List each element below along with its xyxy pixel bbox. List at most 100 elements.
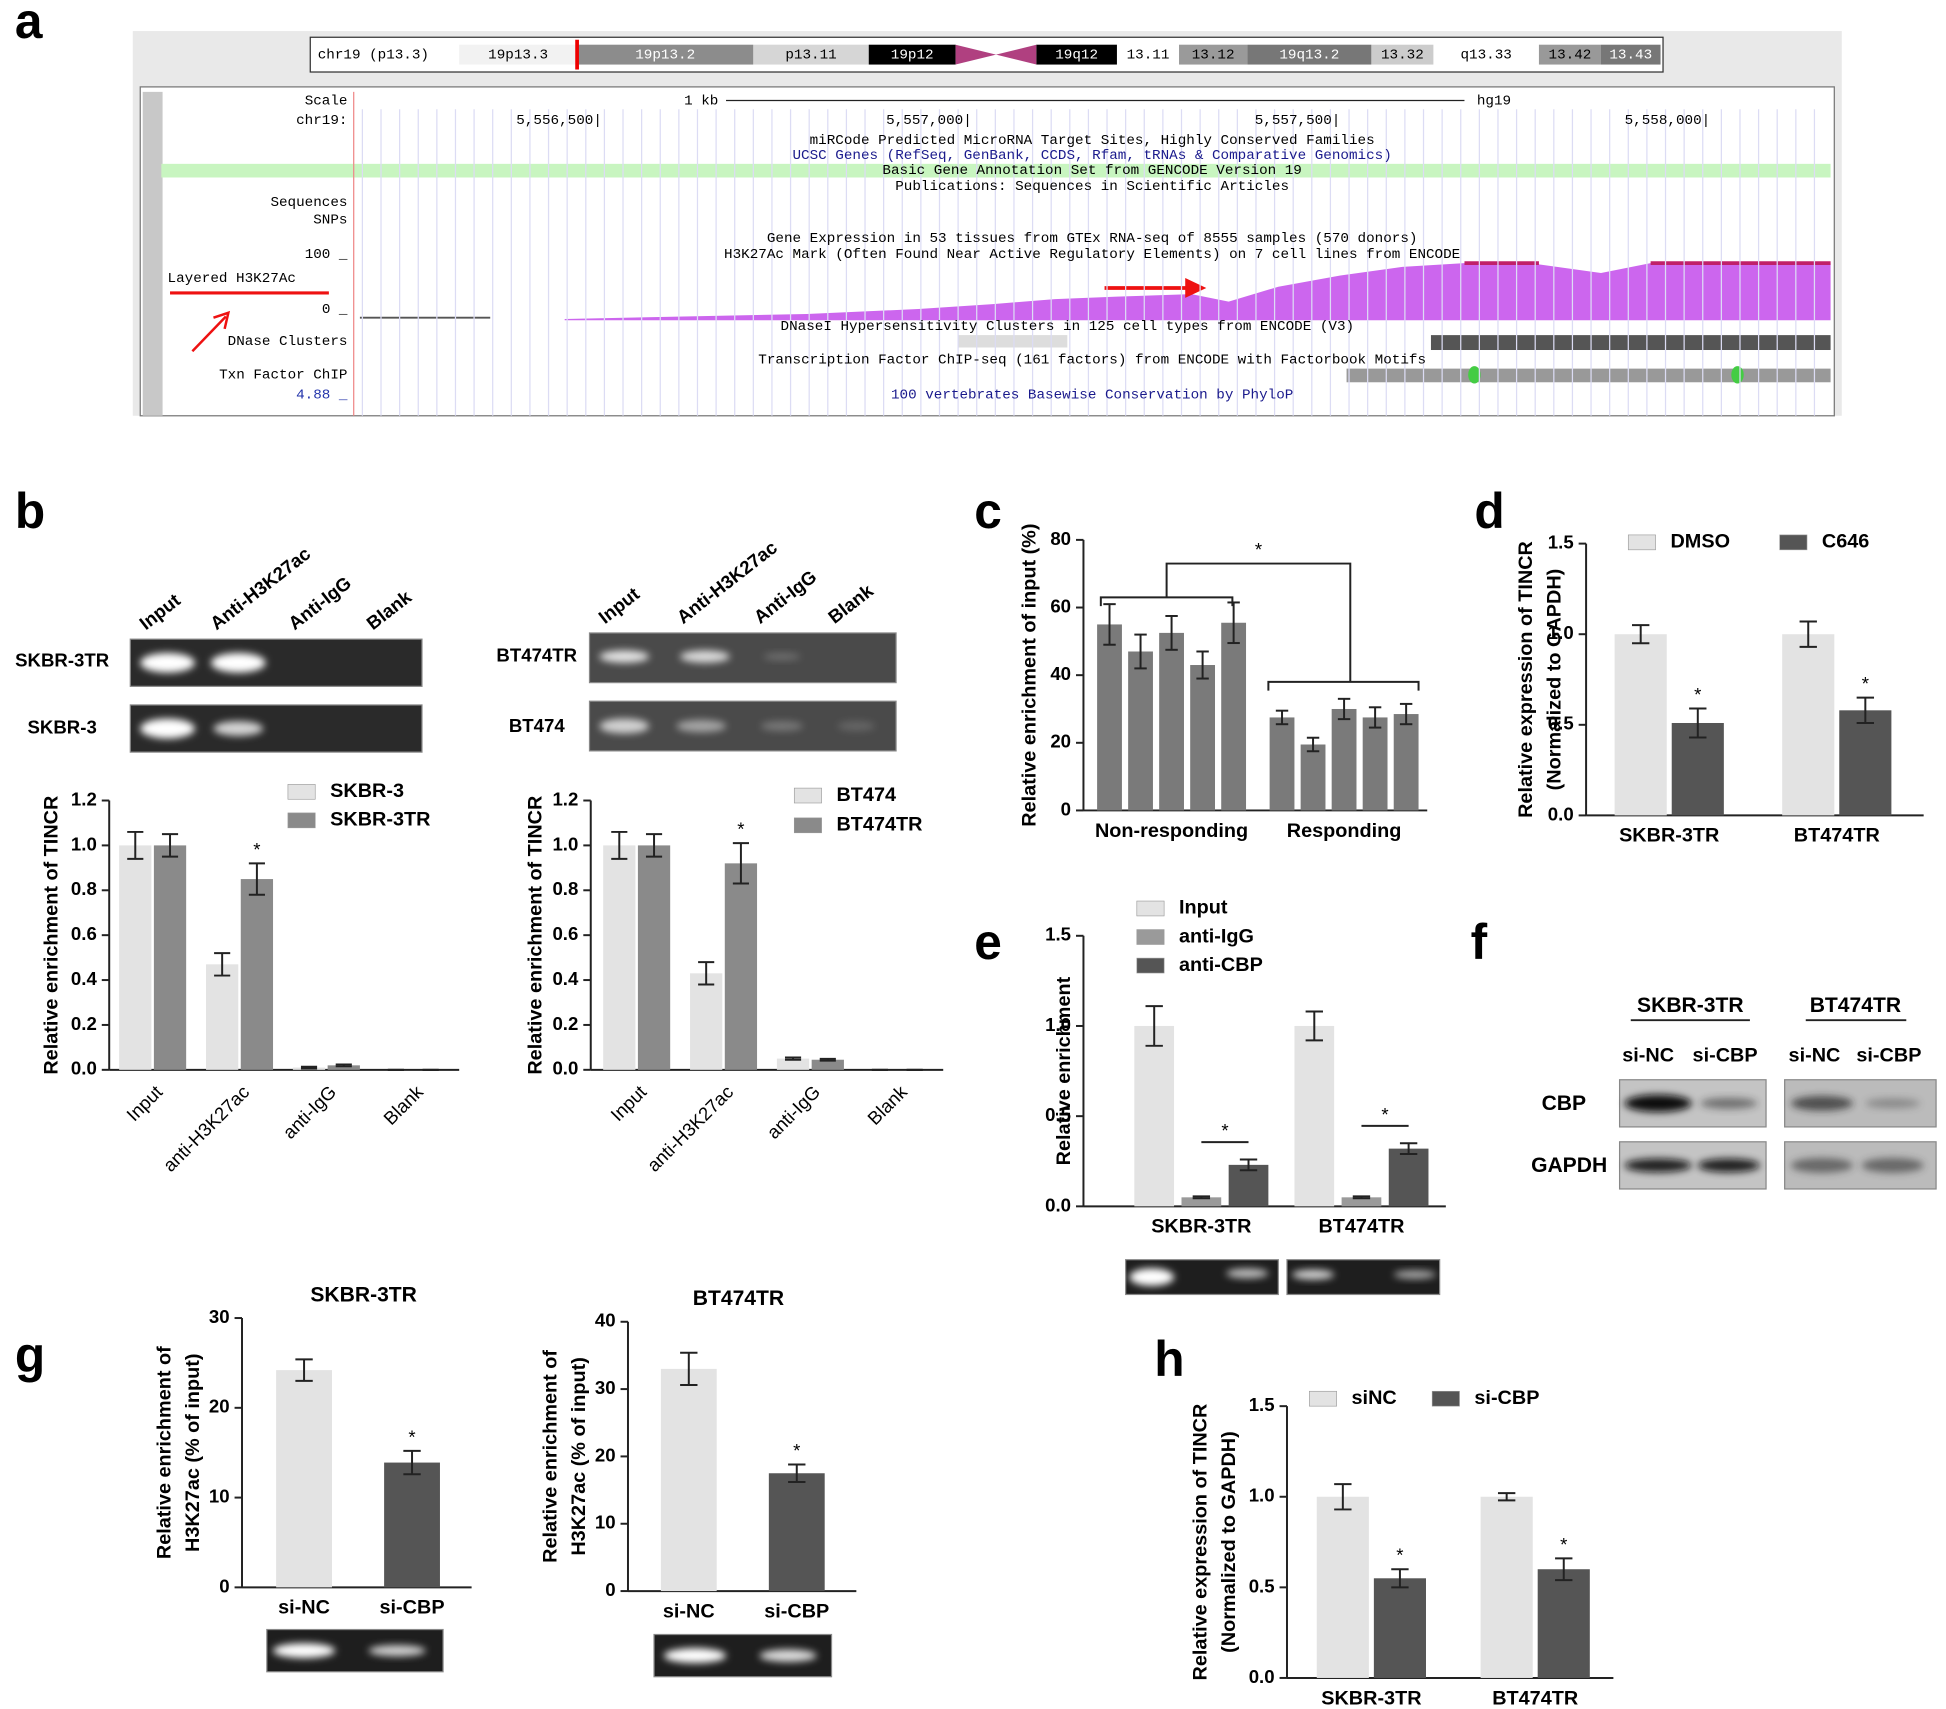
ideogram-band-label: 19p12 xyxy=(891,47,934,63)
significance-mark: * xyxy=(793,1440,800,1461)
legend-label: SKBR-3TR xyxy=(330,809,430,831)
y-tick-label: 0 xyxy=(605,1579,615,1600)
y-axis-label: H3K27ac (% of input) xyxy=(182,1353,204,1551)
lane-label: Input xyxy=(135,589,184,634)
chart-title: BT474TR xyxy=(693,1287,784,1310)
chart-title: SKBR-3TR xyxy=(310,1283,417,1306)
x-tick-label: anti-H3K27ac xyxy=(159,1081,254,1176)
track-label: Layered H3K27Ac xyxy=(168,271,296,287)
bar xyxy=(1362,717,1388,811)
y-tick-label: 0.8 xyxy=(552,878,578,899)
gel-band xyxy=(1697,1158,1760,1173)
legend-label: anti-IgG xyxy=(1179,925,1254,947)
bar xyxy=(1134,1025,1175,1207)
y-axis-label: Relative expression of TINCR xyxy=(1515,541,1537,818)
legend-swatch xyxy=(793,817,822,834)
track-label: Scale xyxy=(305,93,348,109)
bar xyxy=(811,1059,844,1070)
y-tick-label: 0.0 xyxy=(71,1058,97,1079)
y-tick-label: 0.5 xyxy=(1045,1104,1071,1125)
significance-mark: * xyxy=(253,839,260,860)
y-tick-label: 0.2 xyxy=(552,1013,578,1034)
bar xyxy=(276,1370,332,1588)
y-tick-label: 1.0 xyxy=(1249,1485,1275,1506)
track-title: Publications: Sequences in Scientific Ar… xyxy=(895,179,1289,195)
h3k27ac-signal xyxy=(564,263,1831,321)
bar xyxy=(206,964,239,1070)
y-tick-label: 20 xyxy=(595,1444,616,1465)
x-tick-label: BT474TR xyxy=(1318,1216,1404,1238)
legend-label: BT474 xyxy=(836,784,896,806)
y-tick-label: 1.0 xyxy=(1045,1014,1071,1035)
y-tick-label: 10 xyxy=(209,1486,230,1507)
y-tick-label: 0.0 xyxy=(552,1058,578,1079)
track-title: miRCode Predicted MicroRNA Target Sites,… xyxy=(810,133,1375,149)
track-title: H3K27Ac Mark (Often Found Near Active Re… xyxy=(724,247,1460,263)
scale-label: 1 kb xyxy=(684,93,718,109)
bar xyxy=(1190,665,1216,811)
y-tick-label: 0.4 xyxy=(71,968,98,989)
gel-band xyxy=(1291,1269,1335,1280)
ideogram-band-label: 13.32 xyxy=(1381,47,1424,63)
bar xyxy=(1269,717,1295,811)
panel-label: e xyxy=(974,914,1002,970)
position-label: 5,557,000| xyxy=(886,113,972,129)
gel-band xyxy=(1624,1158,1692,1173)
y-tick-label: 20 xyxy=(209,1396,230,1417)
legend-swatch xyxy=(1627,534,1656,551)
significance-mark: * xyxy=(1396,1545,1403,1566)
bar xyxy=(1614,634,1667,816)
track-label: Txn Factor ChIP xyxy=(219,368,347,384)
x-tick-label: SKBR-3TR xyxy=(1151,1216,1251,1238)
ideogram-band-label: 19p13.3 xyxy=(488,47,548,63)
arrowhead xyxy=(213,310,231,330)
gel-band xyxy=(140,718,195,739)
gel-band xyxy=(368,1645,426,1657)
y-axis-label: Relative enrichment of TINCR xyxy=(524,796,546,1075)
y-tick-label: 30 xyxy=(209,1306,230,1327)
group-bracket xyxy=(1099,596,1234,607)
ideogram-band-label: p13.11 xyxy=(785,47,836,63)
x-tick-label: SKBR-3TR xyxy=(1619,825,1719,847)
legend-swatch xyxy=(287,784,316,800)
y-tick-label: 1.5 xyxy=(1045,924,1071,945)
ideogram-band xyxy=(1036,44,1117,65)
bar xyxy=(1388,1148,1429,1207)
annotation-arrow xyxy=(191,315,227,353)
browser-side xyxy=(142,91,163,416)
gel-band xyxy=(1861,1157,1924,1173)
ideogram-band-label: 13.12 xyxy=(1192,47,1235,63)
x-tick-label: BT474TR xyxy=(1794,825,1880,847)
lane-label: Input xyxy=(594,583,643,628)
track-title: Gene Expression in 53 tissues from GTEx … xyxy=(767,231,1418,247)
y-tick-label: 1.0 xyxy=(552,833,578,854)
gel-band xyxy=(1865,1098,1920,1109)
bar xyxy=(1537,1569,1590,1678)
track-label: 0 _ xyxy=(322,302,348,318)
x-tick-label: anti-H3K27ac xyxy=(643,1081,738,1176)
ideogram-band xyxy=(753,44,869,65)
ideogram-band xyxy=(459,44,578,65)
gel-band xyxy=(1700,1097,1758,1109)
bar xyxy=(1373,1578,1426,1678)
bar xyxy=(603,845,636,1070)
significance-mark: * xyxy=(1694,684,1701,705)
bar xyxy=(637,845,671,1070)
gel-band xyxy=(1226,1268,1269,1279)
x-tick-label: anti-IgG xyxy=(278,1081,340,1143)
legend-label: anti-CBP xyxy=(1179,954,1263,976)
y-tick-label: 30 xyxy=(595,1377,616,1398)
ideogram-band-label: 19p13.2 xyxy=(635,47,695,63)
bar xyxy=(1393,714,1419,811)
track-title: DNaseI Hypersensitivity Clusters in 125 … xyxy=(781,319,1355,335)
legend-swatch xyxy=(1136,929,1165,945)
bar xyxy=(1839,710,1892,816)
x-tick-label: Blank xyxy=(863,1081,911,1129)
y-axis-label: Relative enrichment of TINCR xyxy=(40,796,62,1075)
track-label: DNase Clusters xyxy=(228,334,348,350)
legend-swatch xyxy=(1136,957,1165,974)
gel-band xyxy=(1393,1270,1436,1279)
ideogram-band-label: 13.43 xyxy=(1609,47,1652,63)
y-tick-label: 0.4 xyxy=(552,968,579,989)
